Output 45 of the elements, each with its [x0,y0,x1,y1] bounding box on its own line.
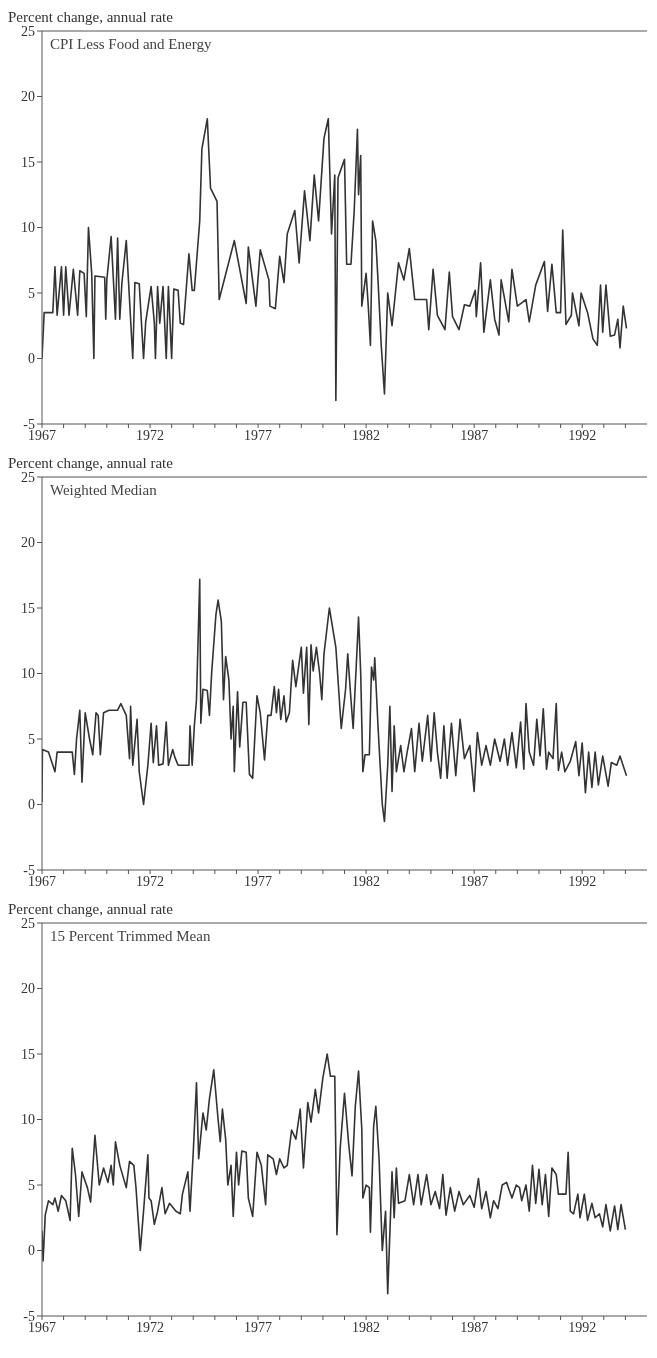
y-tick-label: -5 [23,862,35,878]
line-series [42,117,628,402]
x-tick-label: 1982 [352,427,381,443]
x-tick-label: 1982 [352,873,381,889]
y-axis-title: Percent change, annual rate [8,900,174,918]
y-tick-label: 5 [28,285,35,301]
y-tick-label: 15 [21,600,35,616]
x-tick-label: 1982 [352,1319,381,1335]
y-tick-label: 0 [28,351,35,367]
y-tick-label: -5 [23,1308,35,1324]
x-tick-label: 1972 [136,873,165,889]
x-tick-label: 1977 [244,1319,273,1335]
x-tick-label: 1987 [460,1319,489,1335]
y-tick-label: 0 [28,797,35,813]
y-tick-label: 25 [21,469,35,485]
x-tick-label: 1992 [568,1319,597,1335]
chart-title: 15 Percent Trimmed Mean [50,928,211,945]
y-tick-label: -5 [23,416,35,432]
chart-title: CPI Less Food and Energy [50,36,212,53]
y-tick-label: 0 [28,1243,35,1259]
line-series [42,1053,627,1295]
chart-title: Weighted Median [50,482,157,499]
y-tick-label: 10 [21,220,35,236]
y-tick-label: 25 [21,23,35,39]
y-tick-label: 10 [21,1112,35,1128]
y-tick-label: 20 [21,89,35,105]
y-tick-label: 10 [21,666,35,682]
y-tick-label: 15 [21,154,35,170]
x-tick-label: 1992 [568,873,597,889]
line-series [42,578,628,823]
x-tick-label: 1977 [244,427,273,443]
y-tick-label: 5 [28,731,35,747]
x-tick-label: 1977 [244,873,273,889]
y-axis-title: Percent change, annual rate [8,8,174,26]
y-tick-label: 20 [21,535,35,551]
x-tick-label: 1972 [136,427,165,443]
y-tick-label: 25 [21,915,35,931]
x-tick-label: 1987 [460,427,489,443]
x-tick-label: 1992 [568,427,597,443]
y-tick-label: 20 [21,981,35,997]
y-axis-title: Percent change, annual rate [8,454,174,472]
x-tick-label: 1972 [136,1319,165,1335]
x-tick-label: 1987 [460,873,489,889]
y-tick-label: 15 [21,1046,35,1062]
y-tick-label: 5 [28,1177,35,1193]
